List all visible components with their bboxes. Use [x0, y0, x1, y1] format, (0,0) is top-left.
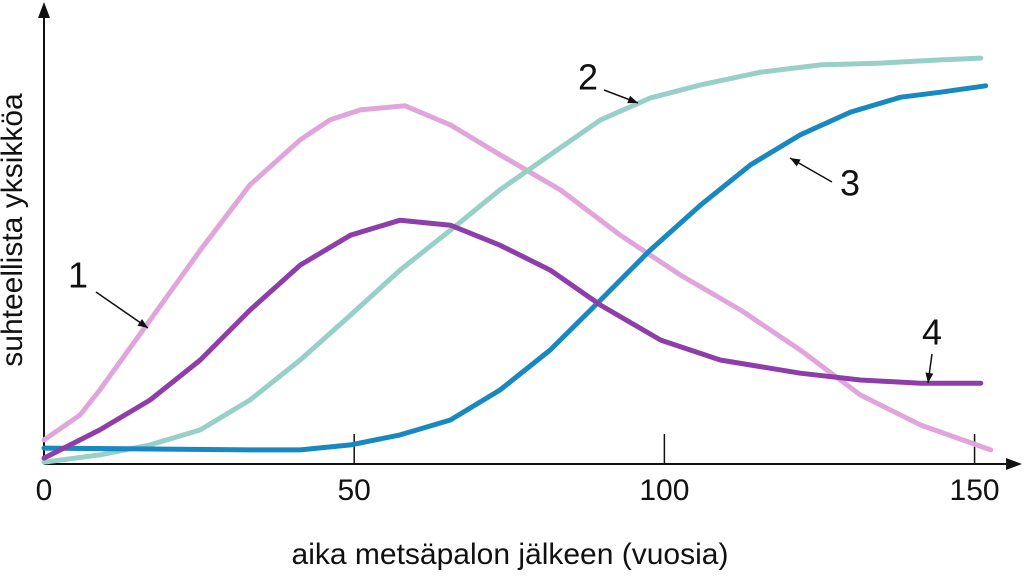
line-series	[41, 103, 994, 453]
series-label: 2	[578, 57, 598, 98]
line-series	[41, 83, 989, 453]
line-series	[41, 55, 984, 465]
x-tick-label: 0	[36, 474, 53, 507]
line-series	[41, 217, 984, 461]
x-axis-label: aika metsäpalon jälkeen (vuosia)	[292, 538, 729, 571]
y-axis-label: suhteellista yksikköa	[0, 93, 29, 367]
x-tick-label: 50	[338, 474, 371, 507]
label-pointer-head	[627, 95, 638, 104]
x-axis-arrow	[1006, 458, 1022, 470]
label-pointer	[95, 291, 149, 329]
x-tick-label: 150	[950, 474, 1000, 507]
label-pointer-head	[790, 158, 801, 167]
y-axis-arrow	[38, 2, 50, 18]
label-pointer-head	[137, 319, 148, 328]
series-label: 4	[922, 312, 942, 353]
series-label: 3	[840, 163, 860, 204]
series-label: 1	[68, 255, 88, 296]
x-tick-label: 100	[639, 474, 689, 507]
label-pointer-head	[925, 372, 934, 383]
